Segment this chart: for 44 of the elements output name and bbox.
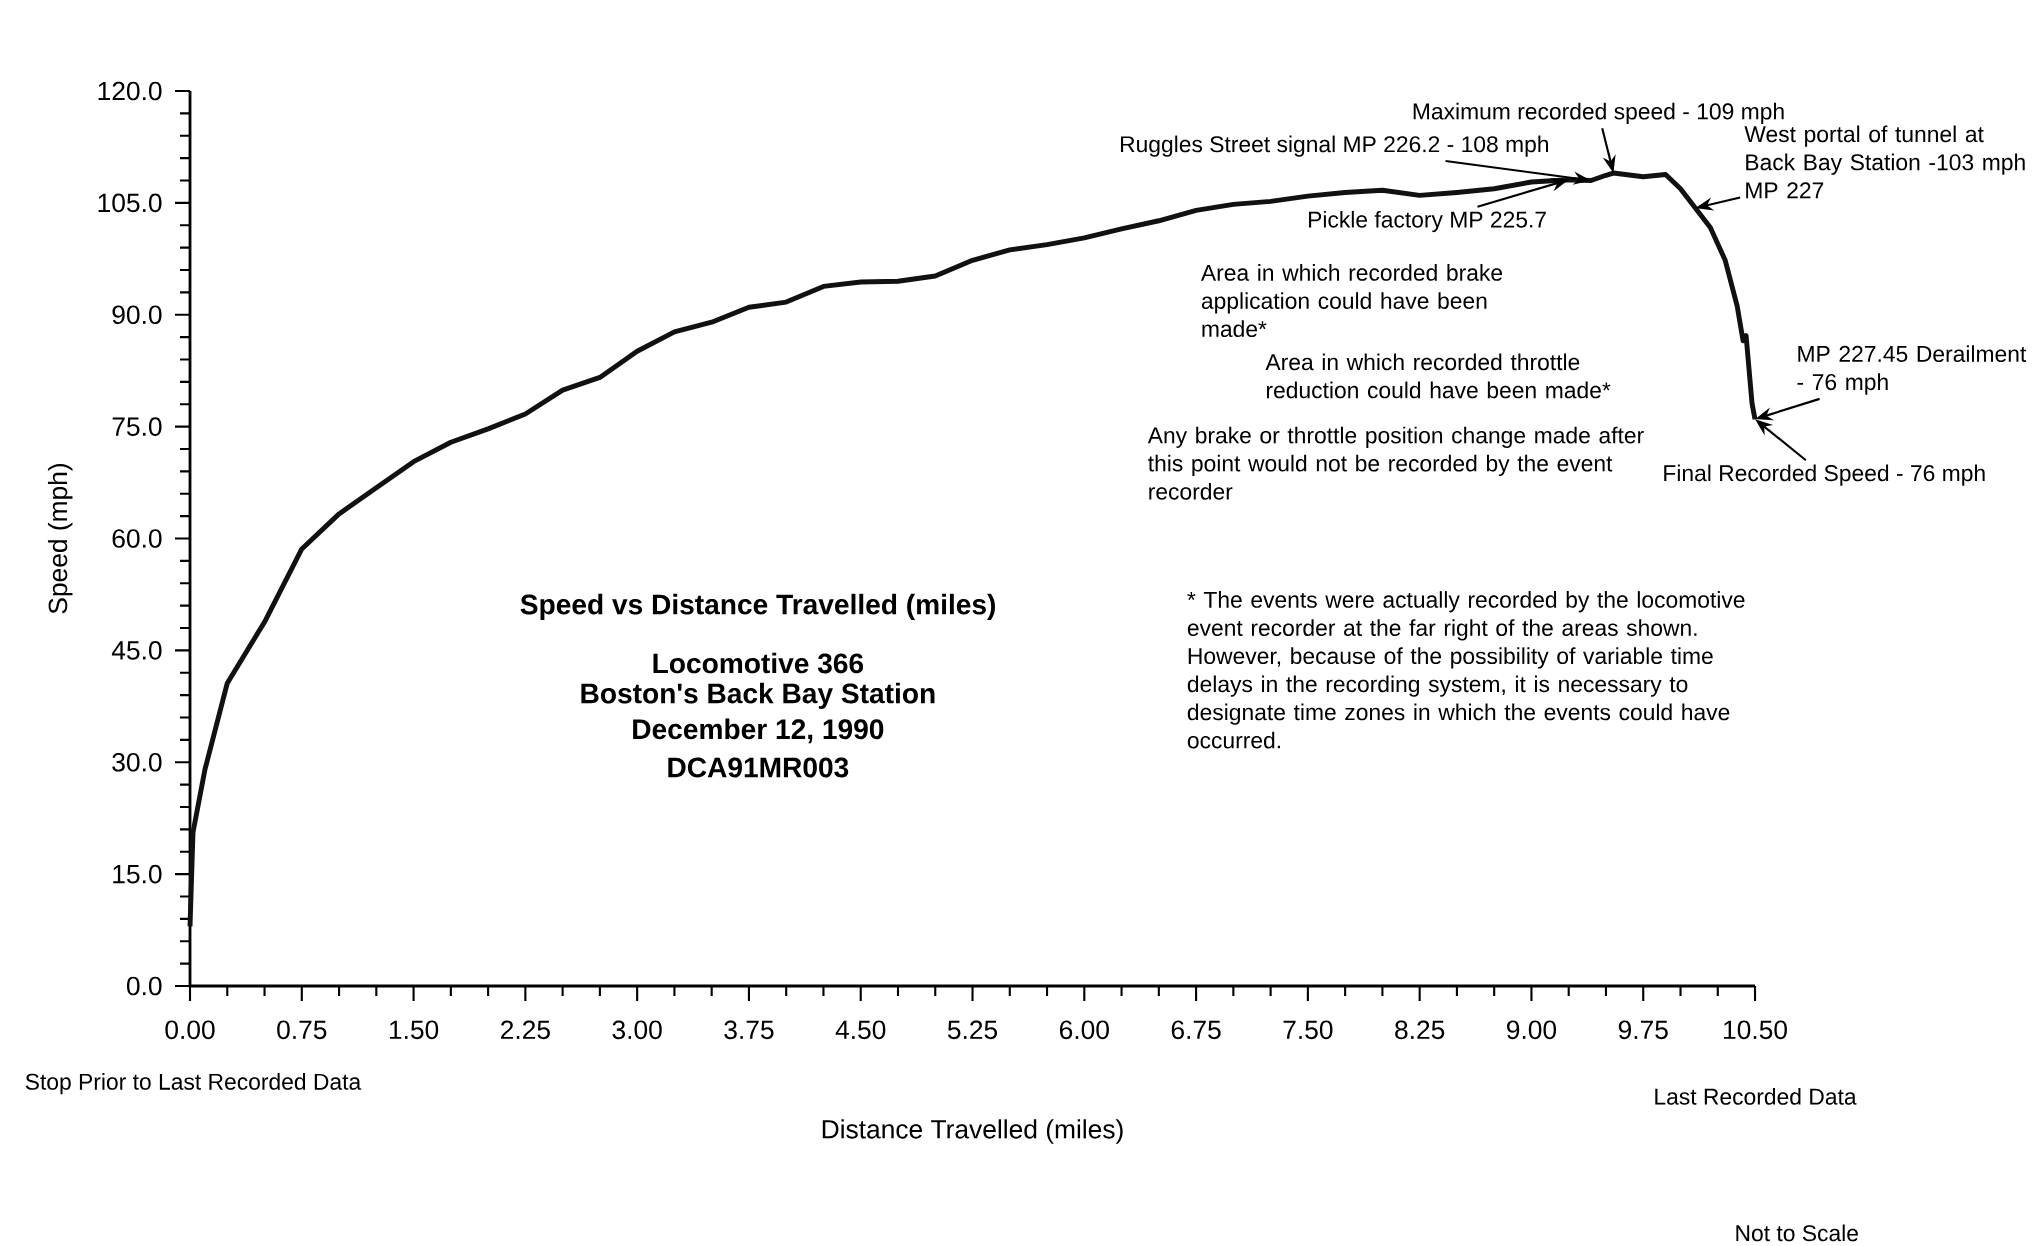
text: Locomotive 366: [653, 652, 864, 674]
x-tick-label: 3.00: [612, 1020, 662, 1040]
x-tick-label: 8.25: [1395, 1020, 1445, 1040]
annotation: Area in which recorded throttle reduction could have been made*: [1265, 353, 1611, 399]
annotation: Ruggles Street signal MP 226.2 - 108 mph: [1120, 135, 1548, 157]
x-tick-label: 4.50: [835, 1020, 886, 1040]
annotation: DCA91MR003: [668, 757, 849, 778]
x-axis-title: Distance Travelled (miles): [822, 1119, 1123, 1144]
y-tick-label: 120.0: [98, 81, 162, 101]
y-tick-label: 0.0: [126, 976, 162, 996]
annotation: * The events were actually recorded by the locomotive event recorder at the far right of the areas shown. However, because of the possibility of variable time delays in the recording system, it is necessary to designate time zones in which the events could have occurred.: [1187, 591, 1745, 749]
text: Not to Scale: [1736, 1224, 1858, 1242]
annotation: West portal of tunnel at Back Bay Station -103 mph MP 227: [1744, 125, 2025, 199]
annotation: Area in which recorded brake application could have been made*: [1200, 264, 1503, 338]
x-tick-label: 9.75: [1618, 1020, 1668, 1040]
text: Stop Prior to Last Recorded Data: [25, 1073, 362, 1095]
x-tick-label: 2.25: [501, 1020, 550, 1040]
x-tick-label: 6.00: [1059, 1020, 1109, 1040]
text: Speed vs Distance Travelled (miles): [520, 593, 995, 621]
y-tick-label: 90.0: [112, 305, 162, 325]
y-tick-label: 60.0: [112, 529, 162, 548]
y-tick-label: 75.0: [112, 417, 162, 436]
text: Last Recorded Data: [1655, 1088, 1857, 1105]
x-tick-label: 1.50: [389, 1020, 439, 1040]
annotation: Boston's Back Bay Station: [581, 682, 935, 709]
y-tick-label: 105.0: [98, 193, 162, 213]
annotation: Pickle factory MP 225.7: [1309, 210, 1546, 233]
annotation: December 12, 1990: [633, 718, 884, 744]
y-tick-label: 15.0: [113, 864, 162, 884]
annotation: Any brake or throttle position change made after this point would not be recorded by the event recorder: [1147, 426, 1644, 500]
x-tick-label: 0.00: [165, 1020, 215, 1040]
x-tick-label: 6.75: [1171, 1020, 1221, 1040]
x-tick-label: 0.75: [277, 1020, 327, 1040]
x-tick-label: 7.50: [1283, 1020, 1333, 1040]
y-tick-label: 30.0: [112, 752, 162, 772]
annotation: MP 227.45 Derailment - 76 mph: [1797, 345, 2027, 395]
x-tick-label: 5.25: [947, 1020, 998, 1040]
x-tick-label: 9.00: [1507, 1020, 1557, 1040]
x-tick-label: 3.75: [724, 1020, 774, 1040]
annotation: Final Recorded Speed - 76 mph: [1664, 464, 1985, 486]
x-tick-label: 10.50: [1724, 1020, 1787, 1040]
annotation: Maximum recorded speed - 109 mph: [1413, 102, 1784, 125]
y-axis-title: Speed (mph): [47, 463, 73, 614]
y-tick-label: 45.0: [111, 641, 162, 660]
